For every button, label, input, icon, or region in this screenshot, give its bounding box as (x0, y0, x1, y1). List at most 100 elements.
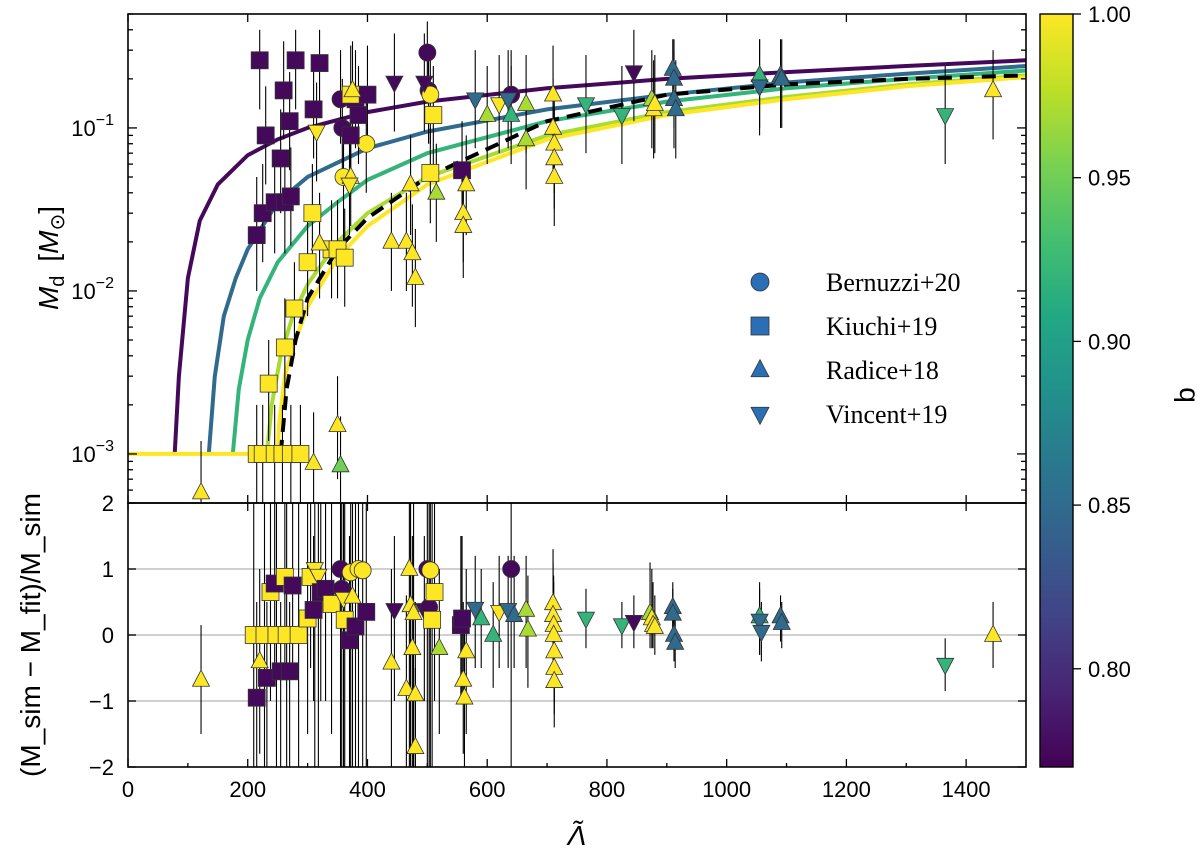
x-tick-label: 1400 (942, 777, 991, 802)
residual-point (504, 604, 524, 622)
colorbar-tick-label: 0.80 (1088, 657, 1131, 682)
residual-point (983, 624, 1003, 642)
legend-label: Radice+18 (826, 356, 939, 385)
data-point-radice-18 (454, 215, 473, 233)
data-point-kiuchi-19 (341, 126, 360, 145)
data-point-radice-18 (397, 231, 416, 249)
data-point-vincent-19 (624, 65, 644, 83)
data-point-radice-18 (382, 231, 401, 249)
legend-label: Vincent+19 (826, 400, 947, 429)
y-tick-label: 1 (102, 557, 114, 582)
legend-label: Kiuchi+19 (826, 312, 937, 341)
x-tick-label: 1200 (822, 777, 871, 802)
residual-point (385, 603, 404, 621)
data-point-radice-18 (304, 452, 323, 470)
legend-label: Bernuzzi+20 (826, 268, 961, 297)
residual-point (516, 599, 536, 617)
data-point-kiuchi-19 (281, 187, 300, 206)
bottom-ticks: 0 200 400 600 800 1000 1200 1400 −2 −1 0 1 2 (89, 491, 1026, 802)
residual-point (421, 561, 440, 580)
bottom-data-points (191, 558, 1003, 754)
data-point-radice-18 (545, 147, 564, 166)
data-point-kiuchi-19 (453, 161, 471, 180)
data-point-radice-18 (664, 68, 684, 86)
data-point-radice-18 (401, 173, 420, 192)
residual-point (403, 637, 422, 655)
residual-point (423, 610, 442, 629)
legend: Bernuzzi+20 Kiuchi+19 Radice+18 Vincent+19 (750, 268, 961, 429)
residual-point (316, 579, 335, 598)
residual-point (666, 632, 685, 650)
x-tick-label: 800 (589, 777, 626, 802)
data-point-kiuchi-19 (421, 163, 440, 182)
data-point-radice-18 (983, 79, 1003, 98)
data-point-kiuchi-19 (286, 51, 305, 70)
residual-point (624, 615, 644, 633)
y-tick-label: −1 (89, 689, 114, 714)
x-tick-label: 1000 (702, 777, 751, 802)
residual-point (404, 602, 423, 620)
data-point-kiuchi-19 (250, 51, 269, 70)
bottom-plot-frame (127, 502, 1027, 768)
residual-point (191, 669, 211, 687)
residual-point (454, 669, 473, 687)
data-point-radice-18 (516, 128, 536, 147)
data-point-radice-18 (191, 481, 211, 500)
data-point-radice-18 (501, 104, 521, 122)
residual-point (280, 662, 299, 681)
colorbar-tick-label: 0.85 (1088, 493, 1131, 518)
residual-point (545, 640, 564, 659)
y-tick-label: 0 (102, 623, 114, 648)
residual-point (472, 607, 491, 626)
data-point-vincent-19 (415, 75, 434, 94)
fit-curve (230, 68, 1026, 455)
residual-point (518, 619, 538, 637)
residual-point (289, 626, 308, 644)
residual-point (430, 637, 449, 655)
colorbar: 0.80 0.85 0.90 0.95 1.00 q (1039, 2, 1200, 768)
residual-point (612, 618, 632, 636)
data-point-vincent-19 (498, 92, 518, 110)
residual-point (400, 558, 419, 576)
data-point-kiuchi-19 (275, 338, 294, 357)
residual-point (382, 652, 401, 670)
data-point-radice-18 (543, 84, 563, 102)
data-point-vincent-19 (490, 97, 509, 115)
data-point-radice-18 (343, 79, 362, 98)
data-point-vincent-19 (576, 97, 596, 115)
x-tick-label: 0 (122, 777, 134, 802)
colorbar-tick-label: 1.00 (1088, 2, 1131, 27)
data-point-kiuchi-19 (274, 81, 293, 100)
data-point-radice-18 (403, 242, 422, 261)
residual-point (750, 613, 769, 632)
x-tick-label: 200 (229, 777, 266, 802)
residual-point (466, 601, 485, 620)
residual-point (283, 576, 302, 595)
data-point-radice-18 (427, 182, 446, 200)
y-tick-label: −2 (89, 755, 114, 780)
top-y-tick-label: 10−2 (71, 275, 114, 304)
data-point-radice-18 (545, 166, 564, 184)
data-point-vincent-19 (307, 124, 326, 143)
top-y-tick-label: 10−1 (71, 112, 114, 141)
residual-point (936, 657, 955, 676)
residual-point (309, 568, 328, 587)
data-point-vincent-19 (340, 177, 359, 196)
data-point-kiuchi-19 (358, 85, 377, 104)
residual-point (343, 586, 362, 604)
residual-point (406, 683, 425, 702)
residual-point (453, 609, 471, 628)
data-point-kiuchi-19 (271, 149, 290, 168)
data-point-kiuchi-19 (304, 100, 323, 119)
residual-point (357, 603, 376, 621)
fit-curve-dashed (278, 73, 1026, 455)
residual-point (406, 736, 425, 754)
residual-point (502, 560, 521, 578)
residual-point (397, 678, 416, 696)
data-point-kiuchi-19 (285, 299, 304, 318)
data-point-radice-18 (666, 98, 685, 117)
data-point-vincent-19 (936, 108, 955, 126)
data-point-radice-18 (331, 454, 350, 473)
fit-curve (128, 75, 1026, 456)
data-point-bernuzzi-20 (418, 43, 437, 62)
